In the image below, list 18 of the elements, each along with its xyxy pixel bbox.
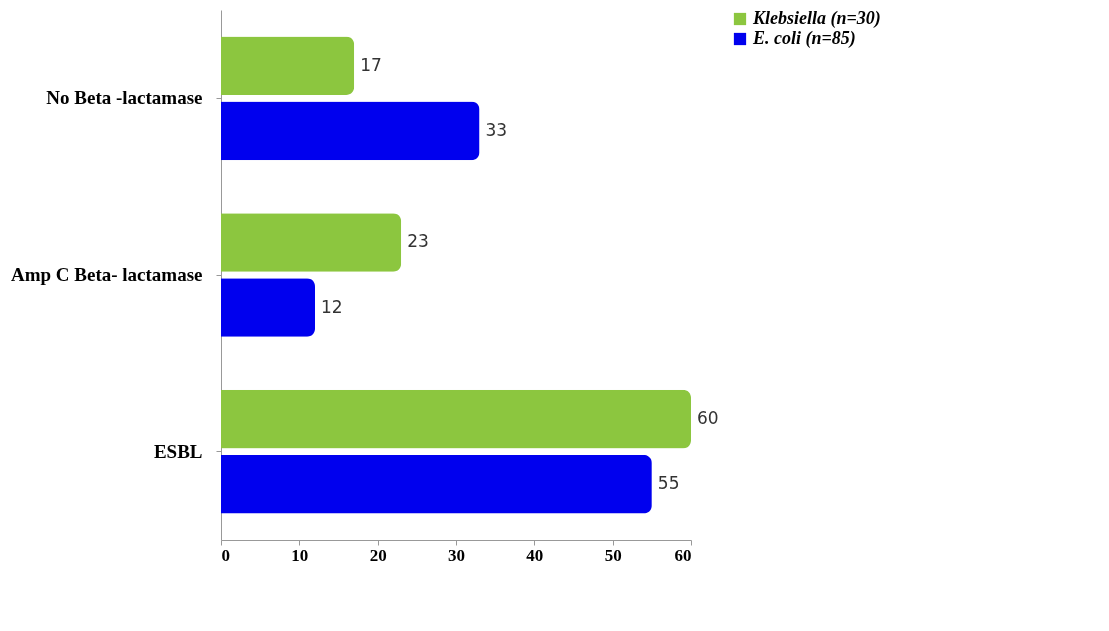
data-label: 33 <box>485 119 508 140</box>
x-tick-label: 20 <box>369 545 387 565</box>
x-tick-label: 60 <box>674 545 692 565</box>
legend-label: Klebsiella (n=30) <box>752 8 881 29</box>
data-label: 55 <box>657 473 680 494</box>
y-tick-label: Amp C Beta- lactamase <box>10 264 203 285</box>
x-tick-label: 30 <box>448 545 465 565</box>
x-tick-label: 0 <box>221 545 230 565</box>
y-tick-label: No Beta -lactamase <box>46 87 203 109</box>
legend-label: E. coli (n=85) <box>752 28 856 49</box>
data-label: 17 <box>360 54 382 75</box>
x-tick-label: 50 <box>604 545 622 565</box>
data-label: 60 <box>697 408 719 429</box>
y-tick-label: ESBL <box>153 440 203 462</box>
x-tick-label: 10 <box>291 545 309 565</box>
data-label: 23 <box>407 231 429 252</box>
data-label: 12 <box>321 296 343 317</box>
x-tick-label: 40 <box>526 545 544 565</box>
